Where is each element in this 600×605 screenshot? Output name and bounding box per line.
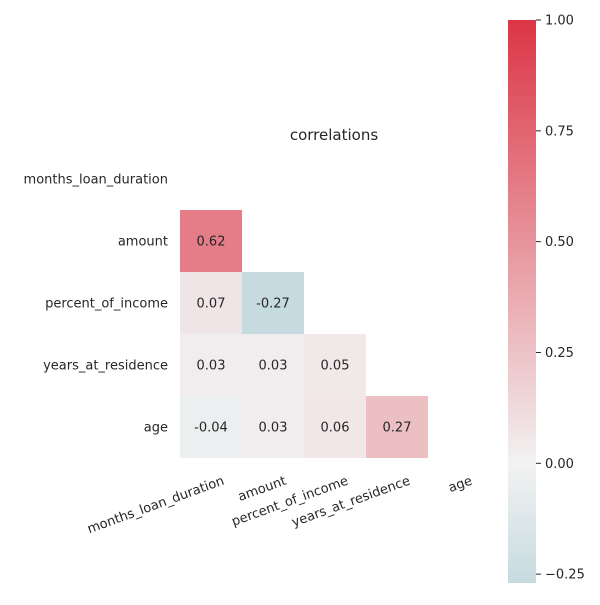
heatmap-cell (304, 334, 366, 396)
cell-value-label: 0.27 (383, 421, 412, 436)
cell-value-label: 0.03 (197, 359, 226, 374)
colorbar-tick-label: 0.50 (545, 235, 574, 250)
colorbar-gradient (508, 20, 536, 583)
cell-value-label: 0.03 (259, 359, 288, 374)
colorbar-tick-label: 1.00 (545, 14, 574, 29)
heatmap-cell (242, 334, 304, 396)
heatmap-cell (304, 396, 366, 458)
cell-value-label: 0.07 (197, 297, 226, 312)
row-tick-label: percent_of_income (45, 297, 168, 312)
heatmap-cell (180, 396, 242, 458)
cell-value-label: 0.62 (197, 235, 226, 250)
column-tick-label: months_loan_duration (85, 474, 226, 538)
chart-title: correlations (290, 126, 378, 144)
colorbar-tick-label: 0.00 (545, 457, 574, 472)
cell-value-label: 0.06 (321, 421, 350, 436)
colorbar-tick-label: −0.25 (545, 568, 585, 583)
cell-value-label: -0.27 (256, 297, 290, 312)
heatmap-cells: 0.62 0.07 -0.27 0.03 0.03 0.05 -0.04 0.03 0.06 0.… (180, 210, 428, 458)
heatmap-cell (180, 272, 242, 334)
colorbar-tick-label: 0.25 (545, 346, 574, 361)
row-tick-label: months_loan_duration (24, 173, 168, 188)
column-tick-label: age (446, 474, 474, 496)
colorbar-tick-label: 0.75 (545, 124, 574, 139)
cell-value-label: 0.05 (321, 359, 350, 374)
heatmap-cell (180, 210, 242, 272)
column-labels: months_loan_duration amountpercent_of_inc… (85, 474, 474, 538)
heatmap-cell (242, 272, 304, 334)
heatmap-cell (366, 396, 428, 458)
row-tick-label: age (144, 421, 168, 436)
row-tick-label: amount (118, 235, 168, 250)
heatmap-cell (242, 396, 304, 458)
colorbar: −0.25 0.00 0.25 0.50 0.75 1.00 (508, 14, 585, 583)
row-tick-label: years_at_residence (43, 359, 168, 374)
cell-value-label: -0.04 (194, 421, 228, 436)
heatmap-cell (180, 334, 242, 396)
cell-value-label: 0.03 (259, 421, 288, 436)
